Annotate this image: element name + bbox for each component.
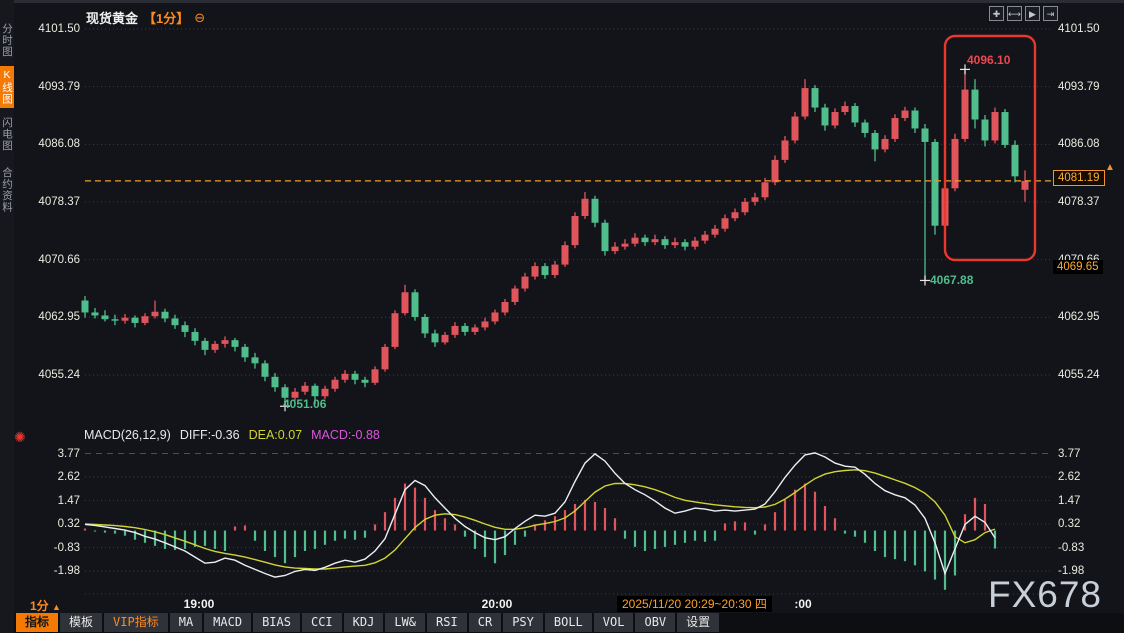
kdj-button[interactable]: KDJ [343, 613, 384, 632]
sidebar-item-lightning-chart[interactable]: 闪电图 [1, 117, 13, 152]
axis-label: 2.62 [1058, 471, 1081, 483]
secondary-price-badge: 4069.65 [1053, 260, 1103, 274]
axis-label: 4078.37 [1058, 196, 1100, 208]
sidebar-item-contract-info[interactable]: 合约资料 [1, 167, 13, 213]
templates-tab[interactable]: 模板 [60, 613, 103, 632]
axis-label: 4055.24 [1058, 369, 1100, 381]
axis-label: 3.77 [1058, 448, 1081, 460]
macd-panel-settings-icon[interactable]: ✺ [14, 429, 26, 445]
high-price-annotation: 4096.10 [967, 53, 1011, 67]
indicator-toolbar: 指标 模板 VIP指标 MA MACD BIAS CCI KDJ LW& RSI CR PSY BOLL… [14, 613, 1124, 633]
chart-type-sidebar: 分时图 K线图 闪电图 合约资料 [0, 0, 14, 633]
psy-button[interactable]: PSY [503, 613, 543, 632]
playback-tool-icon[interactable]: ▶ [1025, 6, 1040, 21]
macd-button[interactable]: MACD [204, 613, 252, 632]
candle-range-tooltip: 2025/11/20 20:29~20:30 四 [617, 596, 772, 612]
time-axis-label: :00 [794, 597, 812, 611]
axis-label: 4093.79 [1058, 81, 1100, 93]
indicator-toolbar-row: 指标 模板 VIP指标 MA MACD BIAS CCI KDJ LW& RSI CR PSY BOLL… [14, 613, 1124, 633]
latest-bar-tool-icon[interactable]: ⇥ [1043, 6, 1058, 21]
boll-button[interactable]: BOLL [544, 613, 592, 632]
axis-label: -1.98 [53, 565, 80, 577]
range-tool-icon[interactable]: ⟷ [1007, 6, 1022, 21]
axis-label: 4055.24 [38, 369, 80, 381]
chevron-up-icon: ▲ [52, 602, 61, 612]
axis-label: 4070.66 [38, 254, 80, 266]
axis-label: 4086.08 [1058, 138, 1100, 150]
cr-button[interactable]: CR [468, 613, 502, 632]
bias-button[interactable]: BIAS [253, 613, 300, 632]
rsi-button[interactable]: RSI [427, 613, 467, 632]
axis-label: 0.32 [1058, 518, 1081, 530]
period-selector[interactable]: 1分 ▲ [30, 597, 61, 614]
chart-title-row: 现货黄金 【1分】 ⊖ [86, 8, 205, 27]
current-price-badge: 4081.19 [1053, 170, 1105, 186]
axis-label: 0.32 [57, 518, 80, 530]
instrument-title: 现货黄金 [86, 11, 139, 26]
pan-tool-icon[interactable]: ✚ [989, 6, 1004, 21]
axis-label: -0.83 [53, 542, 80, 554]
axis-label: 4062.95 [38, 311, 80, 323]
obv-button[interactable]: OBV [635, 613, 676, 632]
lw-button[interactable]: LW& [385, 613, 426, 632]
period-selector-label: 1分 [30, 599, 49, 613]
axis-label: 1.47 [57, 495, 80, 507]
axis-label: 4101.50 [1058, 23, 1100, 35]
indicators-tab[interactable]: 指标 [16, 613, 59, 632]
settings-button[interactable]: 设置 [677, 613, 720, 632]
period-tag: 【1分】 [143, 11, 190, 26]
low-price-annotation: 4067.88 [930, 273, 974, 287]
macd-dea-value: DEA:0.07 [248, 428, 303, 442]
time-axis-label: 19:00 [183, 597, 215, 611]
axis-label: 3.77 [57, 448, 80, 460]
session-low-annotation: 4051.06 [283, 397, 327, 411]
macd-hist-value: MACD:-0.88 [311, 428, 380, 442]
window-top-border [14, 0, 1124, 3]
price-axis-right: 4101.504093.794086.084078.374070.664062.… [1056, 0, 1118, 633]
axis-label: 4101.50 [38, 23, 80, 35]
price-axis-left: 4101.50 4093.79 4086.08 4078.37 4070.66 4062.… [28, 0, 80, 633]
macd-header: MACD(26,12,9) DIFF:-0.36 DEA:0.07 MACD:-… [84, 428, 380, 442]
price-alert-arrow-icon: ▲ [1105, 162, 1115, 173]
vol-button[interactable]: VOL [593, 613, 634, 632]
highlight-annotation-box [943, 34, 1037, 262]
collapse-icon[interactable]: ⊖ [194, 9, 206, 25]
axis-label: 4086.08 [38, 138, 80, 150]
time-axis-row: 1分 ▲ 2025/11/20 20:29~20:30 四 19:00 20:00… [14, 596, 1124, 614]
macd-params-label: MACD(26,12,9) [84, 428, 171, 442]
axis-label: 1.47 [1058, 495, 1081, 507]
cci-button[interactable]: CCI [301, 613, 342, 632]
fx678-watermark: FX678 [988, 574, 1103, 615]
ma-button[interactable]: MA [169, 613, 203, 632]
axis-label: -0.83 [1058, 542, 1085, 554]
axis-label: 4093.79 [38, 81, 80, 93]
macd-diff-value: DIFF:-0.36 [179, 428, 240, 442]
axis-label: 4078.37 [38, 196, 80, 208]
axis-label: 2.62 [57, 471, 80, 483]
chart-tools: ✚ ⟷ ▶ ⇥ [989, 6, 1058, 21]
axis-label: 4062.95 [1058, 311, 1100, 323]
vip-indicators-tab[interactable]: VIP指标 [104, 613, 168, 632]
sidebar-item-time-chart[interactable]: 分时图 [1, 23, 13, 58]
axis-label: -1.98 [1058, 565, 1085, 577]
time-axis-label: 20:00 [481, 597, 513, 611]
sidebar-item-kline-chart[interactable]: K线图 [0, 66, 14, 108]
